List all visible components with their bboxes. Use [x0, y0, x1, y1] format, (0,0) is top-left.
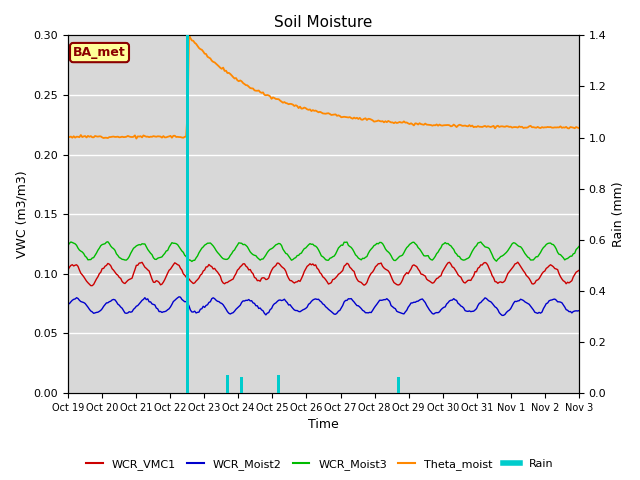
Title: Soil Moisture: Soil Moisture — [275, 15, 372, 30]
Text: BA_met: BA_met — [73, 46, 126, 59]
Bar — [240, 376, 243, 393]
Y-axis label: Rain (mm): Rain (mm) — [612, 181, 625, 247]
Y-axis label: VWC (m3/m3): VWC (m3/m3) — [15, 170, 28, 258]
Bar — [277, 375, 280, 393]
Bar — [226, 375, 229, 393]
Legend: WCR_VMC1, WCR_Moist2, WCR_Moist3, Theta_moist, Rain: WCR_VMC1, WCR_Moist2, WCR_Moist3, Theta_… — [82, 455, 558, 474]
X-axis label: Time: Time — [308, 419, 339, 432]
Bar — [397, 376, 400, 393]
Bar — [186, 36, 189, 393]
